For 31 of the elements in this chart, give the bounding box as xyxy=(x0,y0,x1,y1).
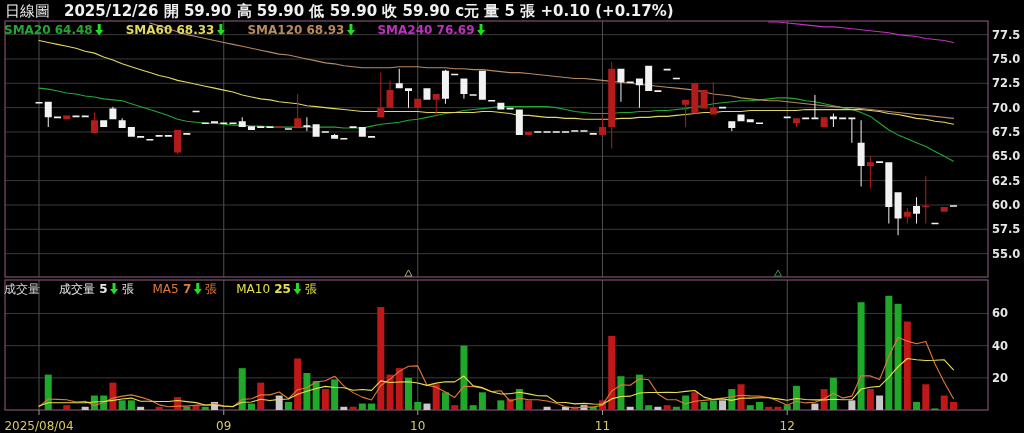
x-tick-label: 10 xyxy=(410,419,426,433)
y-tick-label: 75.0 xyxy=(992,51,1021,66)
y-tick-label: 62.5 xyxy=(992,173,1021,188)
x-tick-label: 11 xyxy=(594,419,611,433)
text: SMA20 64.48 xyxy=(4,23,93,37)
text: 張 xyxy=(205,282,218,296)
series-label: SMA120 68.93 xyxy=(247,23,345,37)
y-tick-label: 20 xyxy=(992,370,1009,385)
y-axis-title: 張 xyxy=(121,282,134,296)
text: MA10 25 xyxy=(236,282,291,296)
chart-subtitle: 2025/12/26 開 59.90 高 59.90 低 59.90 收 59.90 c元 量 5 張 +0.10 (+0.17%) xyxy=(64,2,674,20)
y-tick-label: 60 xyxy=(992,306,1009,321)
text: SMA240 76.69 xyxy=(377,23,475,37)
x-tick-label: 2025/08/04 xyxy=(4,419,74,433)
y-tick-label: 55.0 xyxy=(992,246,1021,261)
y-tick-label: 57.5 xyxy=(992,222,1021,237)
x-tick-label: 09 xyxy=(216,419,232,433)
y-tick-label: 77.5 xyxy=(992,27,1021,42)
chart-title: 成交量 xyxy=(4,282,40,296)
y-tick-label: 67.5 xyxy=(992,124,1021,139)
y-tick-label: 65.0 xyxy=(992,149,1021,164)
y-tick-label: 72.5 xyxy=(992,76,1021,91)
text: 張 xyxy=(304,282,317,296)
text: 成交量 5 xyxy=(59,282,108,296)
y-tick-label: 70.0 xyxy=(992,100,1021,115)
text: MA5 7 xyxy=(152,282,192,296)
text: SMA60 68.33 xyxy=(125,23,215,37)
chart-title: 日線圖 xyxy=(5,2,50,20)
x-tick-label: 12 xyxy=(779,419,795,433)
y-tick-label: 60.0 xyxy=(992,197,1021,212)
y-tick-label: 40 xyxy=(992,338,1009,353)
